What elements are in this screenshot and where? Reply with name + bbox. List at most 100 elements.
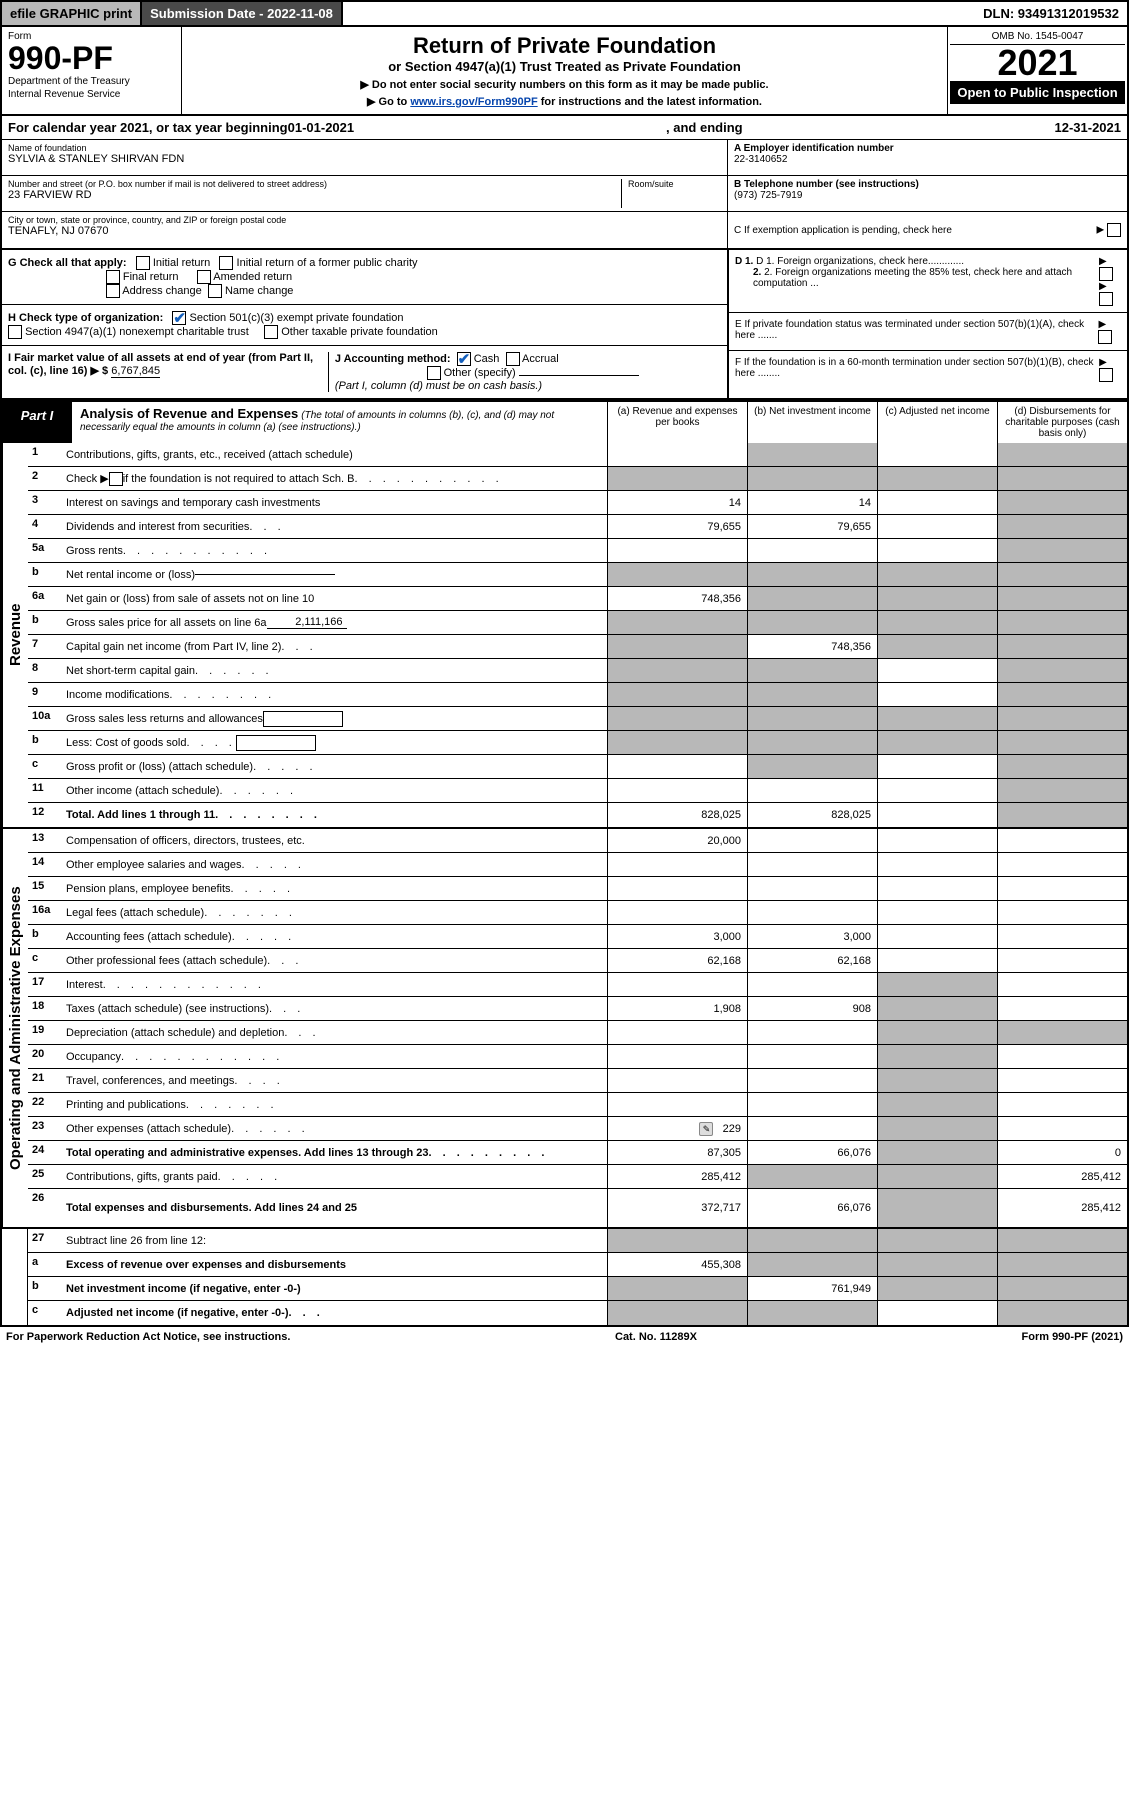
- efile-print-button[interactable]: efile GRAPHIC print: [2, 2, 142, 25]
- d1-checkbox[interactable]: [1099, 267, 1113, 281]
- pencil-icon[interactable]: ✎: [699, 1122, 713, 1136]
- g-final-checkbox[interactable]: [106, 270, 120, 284]
- j-label: J Accounting method:: [335, 353, 451, 365]
- row-22-desc: Printing and publications . . . . . . .: [62, 1093, 607, 1116]
- j-other-checkbox[interactable]: [427, 366, 441, 380]
- row-1-desc: Contributions, gifts, grants, etc., rece…: [62, 443, 607, 466]
- row-11-desc: Other income (attach schedule) . . . . .…: [62, 779, 607, 802]
- expenses-table: Operating and Administrative Expenses 13…: [0, 829, 1129, 1229]
- calyear-begin: 01-01-2021: [288, 120, 355, 135]
- g-address-checkbox[interactable]: [106, 284, 120, 298]
- r26-b: 66,076: [747, 1189, 877, 1227]
- room-label: Room/suite: [628, 179, 721, 189]
- schb-checkbox[interactable]: [109, 472, 123, 486]
- top-bar: efile GRAPHIC print Submission Date - 20…: [0, 0, 1129, 27]
- check-right: D 1. D 1. Foreign organizations, check h…: [729, 250, 1129, 400]
- r24-a: 87,305: [607, 1141, 747, 1164]
- j-cash: Cash: [474, 353, 500, 365]
- e-row: E If private foundation status was termi…: [729, 313, 1127, 351]
- h-501c3-checkbox[interactable]: [172, 311, 186, 325]
- c-checkbox[interactable]: [1107, 223, 1121, 237]
- f-text: F If the foundation is in a 60-month ter…: [735, 357, 1099, 382]
- calyear-end: 12-31-2021: [1055, 120, 1122, 135]
- h-4947-checkbox[interactable]: [8, 325, 22, 339]
- h-row: H Check type of organization: Section 50…: [2, 305, 727, 346]
- expenses-side-label: Operating and Administrative Expenses: [2, 829, 28, 1227]
- r4-b: 79,655: [747, 515, 877, 538]
- form-title: Return of Private Foundation: [188, 33, 941, 59]
- row-3-desc: Interest on savings and temporary cash i…: [62, 491, 607, 514]
- r16b-b: 3,000: [747, 925, 877, 948]
- e-checkbox[interactable]: [1098, 330, 1112, 344]
- row-27b-desc: Net investment income (if negative, ente…: [62, 1277, 607, 1300]
- h-501c3: Section 501(c)(3) exempt private foundat…: [189, 312, 403, 324]
- g-opt-3: Amended return: [213, 271, 292, 283]
- submission-date: Submission Date - 2022-11-08: [142, 2, 343, 25]
- calyear-prefix: For calendar year 2021, or tax year begi…: [8, 120, 288, 135]
- g-opt-2: Final return: [123, 271, 179, 283]
- col-b-header: (b) Net investment income: [747, 402, 877, 443]
- header-center: Return of Private Foundation or Section …: [182, 27, 947, 114]
- row-16b-desc: Accounting fees (attach schedule) . . . …: [62, 925, 607, 948]
- d2-checkbox[interactable]: [1099, 292, 1113, 306]
- h-label: H Check type of organization:: [8, 312, 163, 324]
- f-checkbox[interactable]: [1099, 368, 1113, 382]
- row-10a-desc: Gross sales less returns and allowances: [62, 707, 607, 730]
- r16c-b: 62,168: [747, 949, 877, 972]
- d1-text: D 1. Foreign organizations, check here..…: [756, 256, 964, 267]
- g-initial-checkbox[interactable]: [136, 256, 150, 270]
- row-16c-desc: Other professional fees (attach schedule…: [62, 949, 607, 972]
- r16c-a: 62,168: [607, 949, 747, 972]
- topbar-spacer: [343, 2, 975, 25]
- row-27a-desc: Excess of revenue over expenses and disb…: [62, 1253, 607, 1276]
- revenue-side-label: Revenue: [2, 443, 28, 827]
- h-other-checkbox[interactable]: [264, 325, 278, 339]
- f-row: F If the foundation is in a 60-month ter…: [729, 351, 1127, 388]
- dept-irs: Internal Revenue Service: [8, 89, 175, 100]
- info-grid: Name of foundation SYLVIA & STANLEY SHIR…: [0, 140, 1129, 250]
- r24-d: 0: [997, 1141, 1127, 1164]
- footer-mid: Cat. No. 11289X: [615, 1331, 697, 1343]
- row-24-desc: Total operating and administrative expen…: [62, 1141, 607, 1164]
- r3-a: 14: [607, 491, 747, 514]
- g-row: G Check all that apply: Initial return I…: [2, 250, 727, 305]
- i-label: I Fair market value of all assets at end…: [8, 352, 313, 377]
- check-section: G Check all that apply: Initial return I…: [0, 250, 1129, 400]
- h-4947: Section 4947(a)(1) nonexempt charitable …: [25, 326, 249, 338]
- line27-table: 27Subtract line 26 from line 12: aExcess…: [0, 1229, 1129, 1327]
- addr-label: Number and street (or P.O. box number if…: [8, 179, 621, 189]
- j-accrual: Accrual: [522, 353, 559, 365]
- dln: DLN: 93491312019532: [975, 2, 1127, 25]
- col-c-header: (c) Adjusted net income: [877, 402, 997, 443]
- j-cash-checkbox[interactable]: [457, 352, 471, 366]
- r12-b: 828,025: [747, 803, 877, 827]
- g-initial-former-checkbox[interactable]: [219, 256, 233, 270]
- row-2-desc: Check ▶ if the foundation is not require…: [62, 467, 607, 490]
- row-10c-desc: Gross profit or (loss) (attach schedule)…: [62, 755, 607, 778]
- addr-value: 23 FARVIEW RD: [8, 189, 621, 201]
- irs-link[interactable]: www.irs.gov/Form990PF: [410, 96, 537, 108]
- row-6a-desc: Net gain or (loss) from sale of assets n…: [62, 587, 607, 610]
- r25-d: 285,412: [997, 1165, 1127, 1188]
- part1-title-block: Analysis of Revenue and Expenses (The to…: [72, 402, 607, 443]
- row-27c-desc: Adjusted net income (if negative, enter …: [62, 1301, 607, 1325]
- row-6b-desc: Gross sales price for all assets on line…: [62, 611, 607, 634]
- check-left: G Check all that apply: Initial return I…: [0, 250, 729, 400]
- g-name-checkbox[interactable]: [208, 284, 222, 298]
- r18-b: 908: [747, 997, 877, 1020]
- part1-label: Part I: [2, 402, 72, 443]
- i-value: 6,767,845: [111, 365, 160, 378]
- r23-a: ✎ 229: [607, 1117, 747, 1140]
- footer-left: For Paperwork Reduction Act Notice, see …: [6, 1331, 290, 1343]
- row-15-desc: Pension plans, employee benefits . . . .…: [62, 877, 607, 900]
- e-text: E If private foundation status was termi…: [735, 319, 1098, 344]
- row-18-desc: Taxes (attach schedule) (see instruction…: [62, 997, 607, 1020]
- row-16a-desc: Legal fees (attach schedule) . . . . . .…: [62, 901, 607, 924]
- note-ssn: ▶ Do not enter social security numbers o…: [188, 78, 941, 91]
- r26-d: 285,412: [997, 1189, 1127, 1227]
- note-post: for instructions and the latest informat…: [538, 96, 762, 108]
- tax-year: 2021: [950, 45, 1125, 81]
- j-accrual-checkbox[interactable]: [506, 352, 520, 366]
- g-amended-checkbox[interactable]: [197, 270, 211, 284]
- row-17-desc: Interest . . . . . . . . . . . .: [62, 973, 607, 996]
